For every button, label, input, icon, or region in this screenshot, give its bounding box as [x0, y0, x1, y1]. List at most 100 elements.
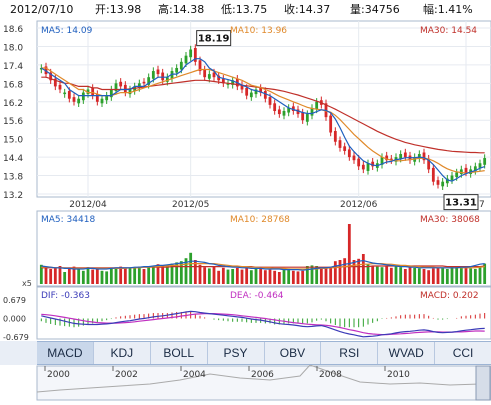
volume-bar	[63, 272, 67, 284]
volume-bar	[198, 264, 202, 284]
volume-bar	[240, 269, 244, 284]
macd-lines	[41, 310, 485, 338]
candle-body	[441, 181, 445, 187]
volume-bar	[95, 268, 99, 284]
volume-bar	[203, 267, 207, 284]
price-y-tick: 17.4	[3, 62, 23, 72]
volume-bar	[333, 261, 337, 284]
volume-bar	[436, 267, 440, 284]
ma10-line	[41, 67, 485, 174]
candle-body	[63, 92, 67, 95]
volume-bar	[231, 269, 235, 284]
volume-bar	[189, 252, 193, 284]
volume-bar	[469, 268, 473, 284]
volume-bar	[156, 264, 160, 284]
candle-body	[128, 89, 132, 95]
volume-bar	[72, 266, 76, 284]
volume-bar	[207, 268, 211, 284]
volume-bar	[39, 264, 43, 284]
tab-wvad[interactable]: WVAD	[378, 342, 436, 364]
price-annotation-label: 18.19	[198, 34, 230, 45]
price-legend-ma10: MA10: 13.96	[230, 26, 287, 36]
tab-cci[interactable]: CCI	[452, 346, 474, 360]
candle-body	[165, 77, 169, 82]
candle-body	[245, 87, 249, 96]
candle-body	[455, 172, 459, 178]
candle-body	[119, 81, 123, 87]
timeline-handle[interactable]	[475, 365, 491, 401]
candle-body	[105, 95, 109, 101]
volume-bar	[394, 266, 398, 284]
price-ma-lines	[40, 58, 485, 182]
price-y-tick: 18.6	[3, 25, 23, 35]
candle-body	[310, 107, 314, 116]
candle-body	[53, 78, 57, 87]
timeline-tick-label: 2002	[115, 370, 138, 380]
tab-psy[interactable]: PSY	[208, 342, 265, 364]
volume-bar	[259, 268, 263, 284]
candle-body	[296, 109, 300, 115]
candle-body	[380, 157, 384, 165]
ma5-line	[40, 58, 485, 182]
candle-body	[72, 97, 76, 102]
tab-obv[interactable]: OBV	[265, 342, 322, 364]
volume-bar	[268, 269, 272, 284]
candle-body	[184, 55, 188, 64]
candle-body	[273, 103, 277, 111]
candle-body	[343, 146, 347, 151]
volume-bar	[450, 266, 454, 284]
price-y-tick: 16.2	[3, 99, 23, 109]
timeline-tick-label: 2008	[319, 370, 342, 380]
candle-body	[357, 158, 361, 167]
candle-body	[329, 115, 333, 133]
volume-bar	[184, 258, 188, 284]
candle-body	[142, 81, 146, 84]
tab-kdj[interactable]: KDJ	[94, 342, 151, 364]
candle-body	[282, 111, 286, 116]
price-annotation-box	[196, 30, 232, 47]
candle-body	[77, 98, 81, 104]
volume-bar	[151, 267, 155, 284]
candle-body	[291, 106, 295, 111]
price-y-tick: 13.8	[3, 173, 23, 183]
price-y-tick: 15.0	[3, 136, 23, 146]
candle-body	[315, 101, 319, 110]
candle-body	[44, 66, 48, 75]
volume-bar	[263, 270, 267, 284]
timeline-ticks: 2000 2002 2004 2006 2008 2010	[44, 366, 410, 380]
volume-bar	[81, 270, 85, 284]
tab-boll[interactable]: BOLL	[151, 342, 208, 364]
tab-rsi[interactable]: RSI	[321, 342, 379, 364]
volume-bar	[301, 270, 305, 284]
price-y-tick: 16.8	[3, 80, 23, 90]
volume-bar	[338, 260, 342, 284]
candle-body	[287, 107, 291, 113]
candle-body	[175, 67, 179, 73]
volume-bar	[352, 260, 356, 284]
candle-body	[137, 83, 141, 88]
volume-bar	[58, 266, 62, 284]
candle-body	[67, 91, 71, 99]
price-x-tick: 2012/05	[172, 200, 209, 210]
candle-body	[436, 180, 440, 185]
volume-bar	[427, 270, 431, 284]
candle-body	[100, 98, 104, 104]
tab-macd[interactable]: MACD	[37, 342, 94, 364]
candle-body	[109, 89, 113, 98]
candle-body	[352, 155, 356, 161]
volume-bars	[39, 224, 487, 284]
volume-bar	[133, 267, 137, 284]
volume-bar	[347, 224, 351, 284]
volume-bar	[119, 266, 123, 284]
volume-bar	[403, 269, 407, 284]
volume-bar	[282, 269, 286, 284]
macd-legend-macd: MACD: 0.202	[420, 291, 479, 301]
volume-legend-ma10: MA10: 28768	[230, 215, 290, 225]
candle-body	[81, 92, 85, 101]
candle-body	[49, 72, 53, 81]
candle-body	[277, 109, 281, 115]
dif-line	[41, 310, 485, 338]
header-high: 高:14.38	[158, 2, 204, 16]
volume-bar	[137, 266, 141, 284]
